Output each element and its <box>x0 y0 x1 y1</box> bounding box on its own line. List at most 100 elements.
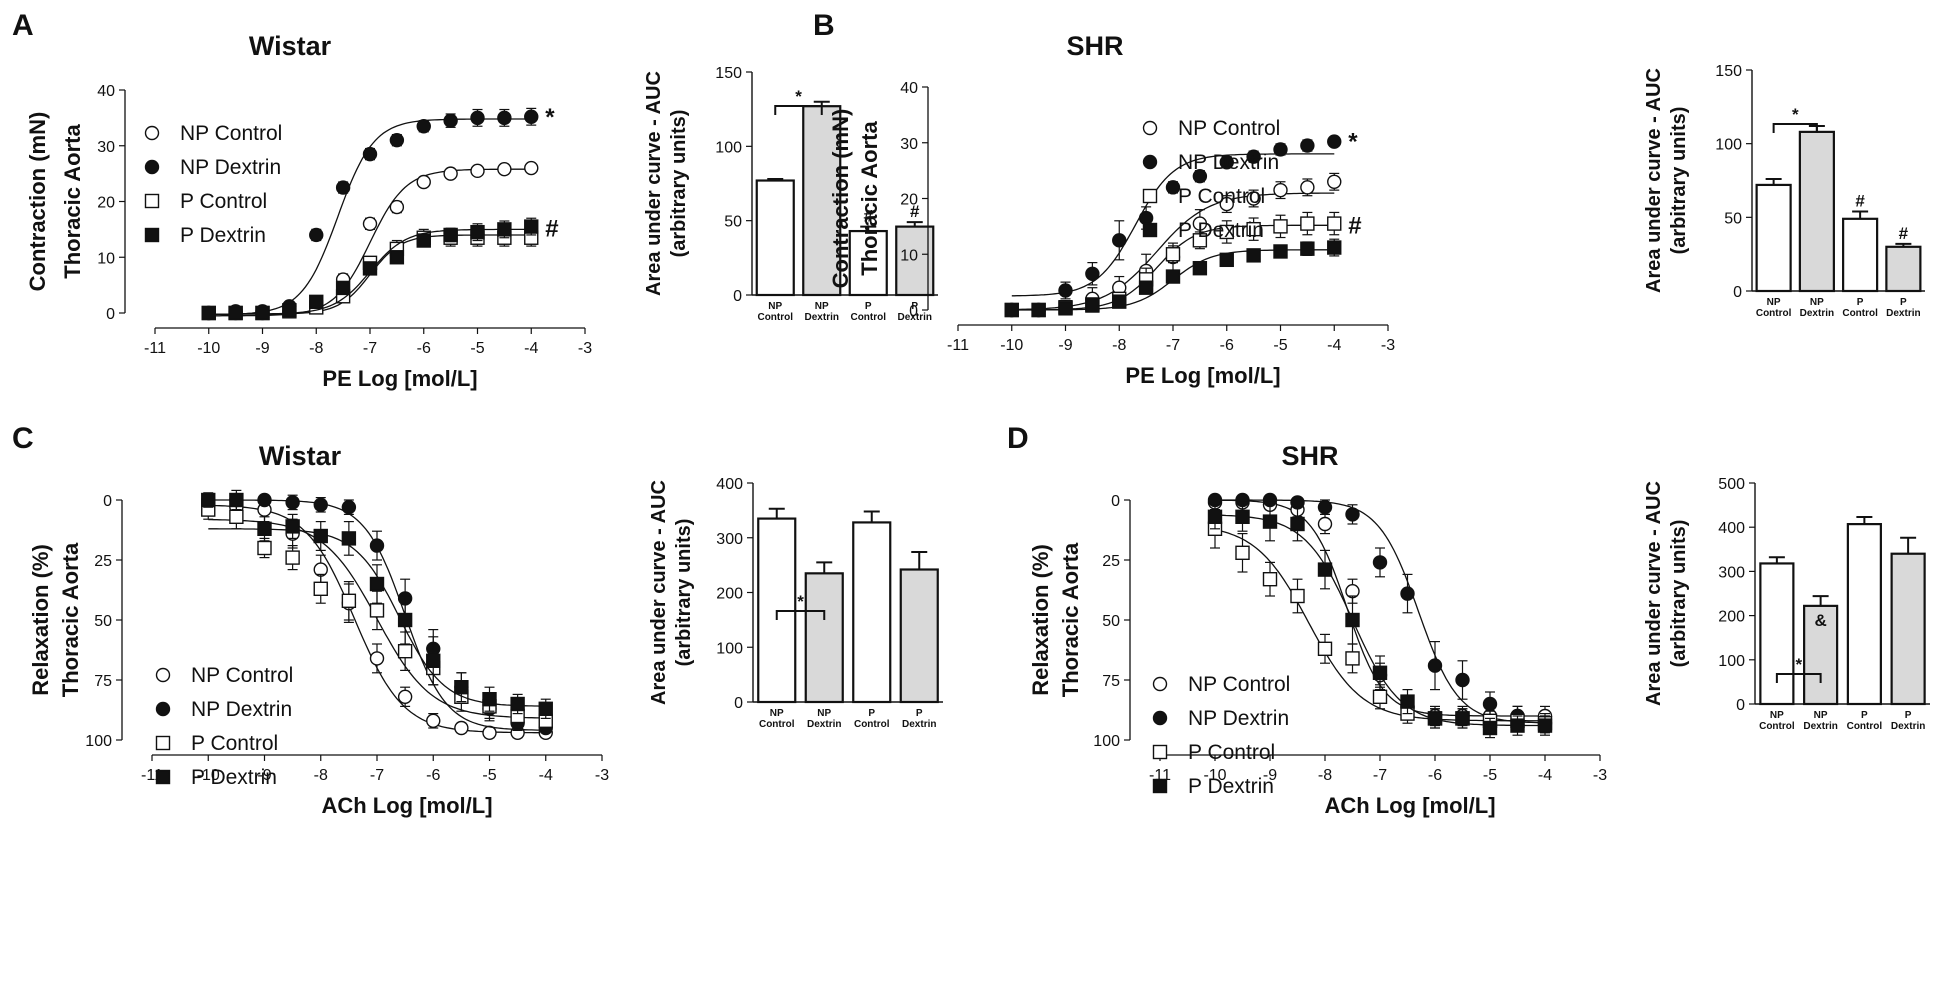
y-tick-label: 150 <box>1715 63 1742 80</box>
y-tick-label: 100 <box>1093 733 1120 750</box>
data-point <box>229 492 244 508</box>
category-label-2: Control <box>1759 721 1795 732</box>
data-point <box>1273 219 1288 234</box>
data-point <box>1262 572 1278 587</box>
legend-label: P Control <box>180 190 267 213</box>
x-tick-label: -7 <box>1166 337 1180 354</box>
category-label-2: Dextrin <box>1891 721 1925 732</box>
bar-annotation: # <box>864 207 874 226</box>
data-point <box>335 280 351 296</box>
data-point <box>1219 224 1234 240</box>
x-tick-label: -5 <box>1483 767 1497 784</box>
data-point <box>1138 280 1154 295</box>
data-point <box>1290 516 1305 532</box>
data-point <box>341 593 357 608</box>
data-point <box>1085 298 1100 313</box>
x-tick-label: -11 <box>947 337 969 354</box>
y-tick-label: 400 <box>716 476 743 493</box>
data-point <box>416 174 431 190</box>
x-tick-label: -3 <box>1593 767 1607 784</box>
bar <box>802 105 842 297</box>
data-point <box>454 680 469 695</box>
y-axis-label-2: (arbitrary units) <box>1668 520 1690 668</box>
category-label: NP <box>817 708 831 719</box>
legend-label: NP Control <box>191 664 293 687</box>
x-tick-label: -8 <box>309 340 323 357</box>
y-tick-label: 0 <box>1736 697 1745 714</box>
bar <box>848 229 888 297</box>
category-label-2: Control <box>1842 308 1878 319</box>
data-point <box>1165 269 1181 284</box>
category-label-2: Control <box>757 312 793 323</box>
significance-hash: # <box>1348 213 1361 240</box>
data-point <box>497 222 512 237</box>
data-point <box>1455 711 1470 726</box>
data-point <box>1327 174 1342 189</box>
legend-label: NP Dextrin <box>191 698 292 721</box>
data-point <box>1219 155 1234 170</box>
y-axis-label: Relaxation (%) <box>28 544 53 696</box>
legend: NP Control NP Dextrin P Control P Dextrin <box>144 122 282 247</box>
legend: NP Control NP Dextrin P Control P Dextrin <box>155 664 293 789</box>
y-tick-label: 30 <box>900 136 918 153</box>
legend-label: P Control <box>1178 185 1265 208</box>
data-point <box>1300 216 1315 231</box>
data-point <box>155 769 171 785</box>
data-point <box>1058 301 1073 316</box>
x-tick-label: -4 <box>1538 767 1552 784</box>
x-tick-label: -6 <box>426 767 440 784</box>
data-point <box>257 540 272 556</box>
data-point <box>309 227 324 243</box>
panel-B: B SHR 0 10 20 30 40 -11 -10 -9 -8 -7 -6 -5 -4 -3 PE Log … <box>813 9 1395 388</box>
y-tick-label: 0 <box>1733 284 1742 301</box>
data-point <box>470 224 485 240</box>
category-label: P <box>1857 297 1864 308</box>
category-label: P <box>1900 297 1907 308</box>
data-point <box>1192 168 1208 184</box>
x-tick-label: -7 <box>370 767 384 784</box>
x-axis-label: PE Log [mol/L] <box>1125 363 1280 388</box>
legend-label: P Dextrin <box>1188 775 1274 798</box>
data-point <box>257 492 272 508</box>
series-p-dextrin <box>1207 501 1553 739</box>
y-tick-label: 0 <box>1111 493 1120 510</box>
x-tick-label: -4 <box>1327 337 1341 354</box>
y-tick-label: 400 <box>1718 520 1745 537</box>
bar <box>852 521 892 704</box>
y-axis-label: Area under curve - AUC <box>643 71 665 296</box>
significance-bracket <box>774 105 823 115</box>
data-point <box>454 720 469 736</box>
y-axis-label-2: (arbitrary units) <box>1668 107 1690 255</box>
data-point <box>1345 651 1360 666</box>
data-point <box>201 305 216 321</box>
bar <box>1803 604 1839 706</box>
y-tick-label: 40 <box>900 80 918 97</box>
data-point <box>144 159 160 175</box>
data-point <box>497 110 512 126</box>
y-tick-label: 30 <box>97 139 115 156</box>
y-tick-label: 25 <box>1102 553 1120 570</box>
data-point <box>1317 562 1333 577</box>
data-point <box>1317 516 1333 532</box>
series-p-dextrin <box>201 489 553 720</box>
y-tick-label: 100 <box>716 640 743 657</box>
data-point <box>1510 718 1525 733</box>
y-axis-label: Relaxation (%) <box>1028 544 1053 696</box>
y-tick-label: 75 <box>1102 673 1120 690</box>
legend-label: NP Dextrin <box>180 156 281 179</box>
y-tick-label: 300 <box>716 531 743 548</box>
y-tick-label: 500 <box>1718 476 1745 493</box>
x-tick-label: -10 <box>1000 337 1023 354</box>
data-point <box>1537 718 1553 733</box>
series-np-dextrin <box>1207 492 1553 732</box>
bar <box>1755 183 1792 293</box>
data-point <box>482 725 497 740</box>
x-tick-label: -6 <box>417 340 431 357</box>
data-point <box>1142 222 1158 238</box>
data-point <box>1085 266 1100 281</box>
category-label-2: Dextrin <box>898 312 932 323</box>
data-point <box>1207 509 1223 524</box>
y-tick-label: 20 <box>97 195 115 212</box>
data-point <box>538 701 553 716</box>
bar <box>1798 130 1835 293</box>
